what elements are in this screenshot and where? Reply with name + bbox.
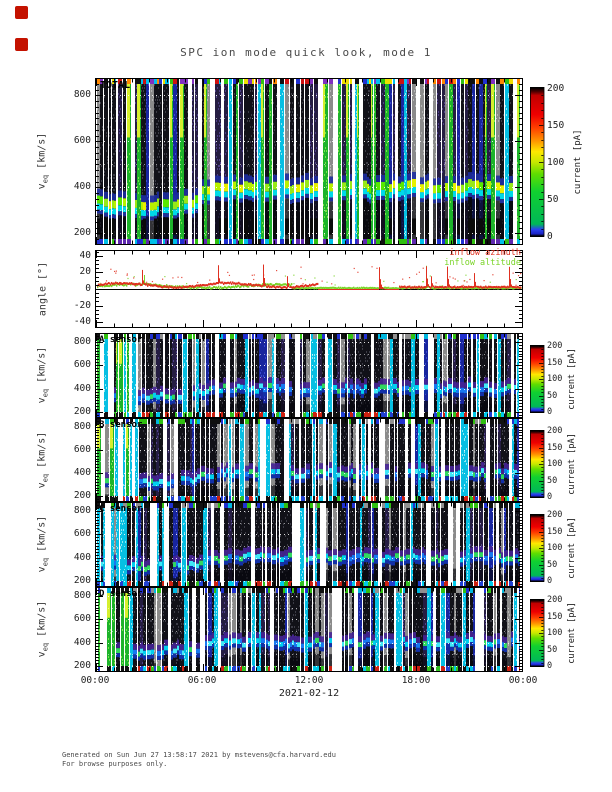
colorbar-tick-label: 150 xyxy=(547,120,565,131)
y-axis-label-total: veq [km/s] xyxy=(36,132,50,190)
colorbar-tick-label: 0 xyxy=(547,576,553,586)
x-tick-label: 06:00 xyxy=(187,675,217,686)
colorbar-tick-label: 100 xyxy=(547,374,563,384)
spectrogram-d-canvas xyxy=(95,587,523,672)
y-tick-label: 600 xyxy=(73,443,91,455)
y-tick-label: 800 xyxy=(73,335,91,347)
colorbar-label-total: current [pA] xyxy=(573,129,583,195)
y-tick-label: 400 xyxy=(73,181,91,193)
colorbar-tick-label: 100 xyxy=(547,628,563,638)
y-tick-label: -40 xyxy=(73,316,91,328)
y-tick-label: 200 xyxy=(73,575,91,587)
angle-plot-canvas xyxy=(95,250,523,328)
colorbar-tick-label: 150 xyxy=(547,611,563,622)
colorbar-tick-label: 50 xyxy=(547,475,558,486)
footer-generated-line: Generated on Sun Jun 27 13:58:17 2021 by… xyxy=(62,751,336,759)
y-tick-label: 600 xyxy=(73,528,91,540)
colorbar-b xyxy=(530,430,548,498)
angle-legend: inflow azimuth inflow altitude xyxy=(363,248,521,268)
y-tick-label: 800 xyxy=(73,89,91,101)
y-tick-label: 400 xyxy=(73,467,91,479)
colorbar-tick-label: 100 xyxy=(547,459,563,469)
colorbar-tick-label: 0 xyxy=(547,407,553,417)
x-tick-label: 00:00 xyxy=(508,675,538,686)
y-tick-label: 600 xyxy=(73,135,91,147)
y-tick-label: 200 xyxy=(73,227,91,239)
x-tick-label: 12:00 xyxy=(294,675,324,686)
footer-browse-line: For browse purposes only. xyxy=(62,760,168,768)
page-title: SPC ion mode quick look, mode 1 xyxy=(180,46,432,59)
colorbar-tick-label: 150 xyxy=(547,526,563,537)
x-tick-label: 00:00 xyxy=(80,675,110,686)
y-tick-label: 200 xyxy=(73,406,91,418)
y-tick-label: 0 xyxy=(85,283,91,294)
y-tick-label: 200 xyxy=(73,490,91,502)
colorbar-tick-label: 200 xyxy=(547,510,563,520)
colorbar-total xyxy=(530,87,548,237)
y-tick-label: 200 xyxy=(73,660,91,672)
y-axis-label-b: veq [km/s] xyxy=(36,431,50,489)
panel-label-a: A sensor xyxy=(99,335,143,345)
colorbar-tick-label: 200 xyxy=(547,426,563,436)
legend-inflow-altitude: inflow altitude xyxy=(444,258,521,268)
y-tick-label: 800 xyxy=(73,589,91,601)
colorbar-tick-label: 50 xyxy=(547,194,559,205)
colorbar-a xyxy=(530,345,548,413)
colorbar-label-c: current [pA] xyxy=(567,517,577,579)
colorbar-tick-label: 0 xyxy=(547,231,553,242)
colorbar-tick-label: 200 xyxy=(547,83,565,94)
spectrogram-total-canvas xyxy=(95,78,523,245)
x-tick-label: 18:00 xyxy=(401,675,431,686)
y-tick-label: 800 xyxy=(73,420,91,432)
y-tick-label: 20 xyxy=(79,266,91,278)
colorbar-label-b: current [pA] xyxy=(567,433,577,495)
spectrogram-b-canvas xyxy=(95,418,523,502)
colorbar-tick-label: 100 xyxy=(547,543,563,553)
colorbar-tick-label: 0 xyxy=(547,661,553,671)
spectrogram-a-canvas xyxy=(95,333,523,418)
y-tick-label: 400 xyxy=(73,636,91,648)
y-tick-label: -20 xyxy=(73,299,91,311)
panel-label-total: TOTAL xyxy=(100,80,131,91)
panel-label-c: C sensor xyxy=(99,504,143,514)
colorbar-tick-label: 50 xyxy=(547,390,558,401)
spectrogram-c-canvas xyxy=(95,502,523,587)
colorbar-tick-label: 150 xyxy=(547,442,563,453)
colorbar-tick-label: 50 xyxy=(547,644,558,655)
y-tick-label: 400 xyxy=(73,382,91,394)
annotation-square-icon[interactable] xyxy=(15,38,28,51)
colorbar-tick-label: 200 xyxy=(547,341,563,351)
colorbar-tick-label: 0 xyxy=(547,492,553,502)
colorbar-d xyxy=(530,599,548,667)
y-axis-label-a: veq [km/s] xyxy=(36,346,50,404)
y-axis-label-c: veq [km/s] xyxy=(36,515,50,573)
colorbar-tick-label: 200 xyxy=(547,595,563,605)
y-axis-label-angle: angle [°] xyxy=(37,261,49,317)
panel-label-b: B sensor xyxy=(99,420,143,430)
colorbar-label-d: current [pA] xyxy=(567,602,577,664)
y-axis-label-d: veq [km/s] xyxy=(36,600,50,658)
y-tick-label: 800 xyxy=(73,504,91,516)
colorbar-tick-label: 100 xyxy=(547,157,565,168)
y-tick-label: 600 xyxy=(73,613,91,625)
y-tick-label: 400 xyxy=(73,551,91,563)
colorbar-tick-label: 50 xyxy=(547,559,558,570)
legend-inflow-azimuth: inflow azimuth xyxy=(449,248,521,258)
annotation-square-icon[interactable] xyxy=(15,6,28,19)
colorbar-c xyxy=(530,514,548,582)
panel-label-d: D sensor xyxy=(99,589,143,599)
x-axis-date-label: 2021-02-12 xyxy=(278,688,340,699)
y-tick-label: 40 xyxy=(79,249,91,261)
y-tick-label: 600 xyxy=(73,359,91,371)
colorbar-label-a: current [pA] xyxy=(567,348,577,410)
colorbar-tick-label: 150 xyxy=(547,357,563,368)
